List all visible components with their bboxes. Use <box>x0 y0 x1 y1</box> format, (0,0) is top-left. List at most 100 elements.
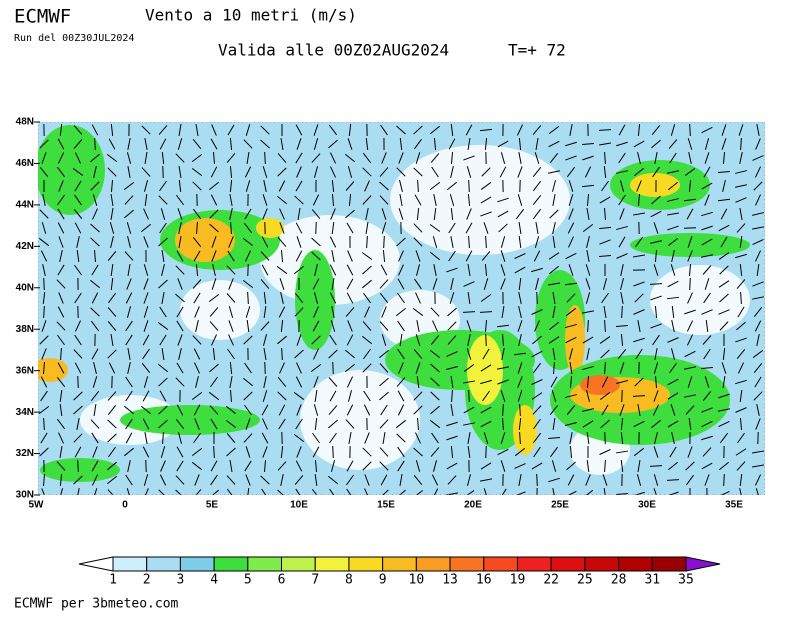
wind-barb <box>57 166 65 178</box>
wind-barb <box>568 180 574 192</box>
wind-barb <box>462 311 476 313</box>
wind-barb <box>192 236 202 248</box>
wind-barb <box>565 394 577 398</box>
wind-barb <box>91 432 99 444</box>
wind-barb <box>261 236 269 248</box>
model-name: ECMWF <box>14 6 71 28</box>
wind-barb <box>414 194 422 206</box>
wind-barb <box>311 251 321 261</box>
wind-barb <box>430 405 440 415</box>
wind-barb <box>599 196 611 204</box>
wind-barb <box>467 193 471 207</box>
lon-label: 20E <box>464 500 482 511</box>
wind-barb <box>329 236 337 248</box>
wind-barb <box>142 390 150 402</box>
wind-barb <box>381 208 387 220</box>
wind-barb <box>381 334 387 346</box>
wind-barb <box>107 433 117 443</box>
wind-barb <box>278 180 286 192</box>
wind-barb <box>720 490 730 495</box>
wind-barb <box>247 291 249 305</box>
wind-barb <box>39 447 49 457</box>
wind-barb <box>687 250 693 262</box>
wind-barb <box>417 179 419 193</box>
wind-barb <box>565 336 577 344</box>
wind-barb <box>296 236 302 248</box>
wind-barb <box>566 405 576 415</box>
wind-barb <box>244 208 252 220</box>
wind-barb <box>484 319 488 333</box>
wind-barb <box>331 250 335 262</box>
wind-barb <box>277 461 287 471</box>
wind-barb <box>313 376 319 388</box>
wind-barb <box>263 291 267 305</box>
wind-barb <box>655 375 657 389</box>
wind-barb <box>74 152 82 164</box>
wind-barb <box>446 181 458 191</box>
wind-barb <box>582 336 594 344</box>
wind-barb <box>481 251 491 261</box>
wind-barb <box>344 363 356 373</box>
wind-barb <box>397 460 405 472</box>
wind-barb <box>397 292 405 304</box>
wind-barb <box>123 181 135 191</box>
wind-barb <box>212 347 216 361</box>
lat-label: 46N <box>16 158 34 169</box>
wind-barb <box>654 152 658 164</box>
wind-barb <box>39 335 49 345</box>
wind-barb <box>225 420 237 428</box>
wind-barb <box>108 138 116 150</box>
wind-barb <box>140 223 152 233</box>
wind-barb <box>620 264 624 276</box>
wind-barb <box>261 264 269 276</box>
wind-barb <box>347 320 353 332</box>
wind-barb <box>77 459 79 473</box>
wind-barb <box>90 279 100 289</box>
wind-barb <box>499 166 507 178</box>
wind-barb <box>278 404 286 416</box>
wind-barb <box>73 433 83 443</box>
wind-barb <box>617 349 627 359</box>
colorbar-label: 7 <box>311 573 319 588</box>
wind-barb <box>41 348 47 360</box>
wind-barb <box>296 404 302 416</box>
wind-barb <box>586 193 590 207</box>
wind-barb <box>263 459 267 473</box>
wind-barb <box>144 193 148 207</box>
wind-barb <box>604 319 606 333</box>
wind-barb <box>653 362 659 374</box>
wind-barb <box>56 376 66 388</box>
wind-barb <box>178 432 182 444</box>
wind-barb <box>585 278 591 290</box>
wind-barb <box>43 417 45 431</box>
wind-barb <box>260 321 270 331</box>
wind-barb <box>701 225 713 231</box>
wind-barb <box>739 263 743 277</box>
wind-barb <box>127 166 131 178</box>
wind-barb <box>159 306 167 318</box>
wind-barb <box>379 181 389 191</box>
wind-barb <box>519 403 521 417</box>
wind-barb <box>57 306 65 318</box>
wind-barb <box>39 139 49 149</box>
wind-barb <box>379 461 389 471</box>
wind-barb <box>194 306 200 318</box>
wind-barb <box>431 166 439 178</box>
wind-barb <box>450 445 454 459</box>
wind-barb <box>485 235 487 249</box>
wind-barb <box>447 335 457 345</box>
colorbar-under <box>78 556 114 572</box>
wind-barb <box>671 348 675 360</box>
wind-barb <box>210 474 218 486</box>
colorbar-swatch <box>179 556 215 572</box>
wind-barb <box>429 419 441 429</box>
wind-barb <box>430 251 440 261</box>
wind-barb <box>178 124 182 136</box>
wind-barb <box>294 475 304 485</box>
wind-barb <box>717 170 731 174</box>
wind-barb <box>615 325 629 327</box>
wind-barb <box>416 264 420 276</box>
wind-barb <box>739 235 743 249</box>
wind-barb <box>59 389 63 403</box>
wind-barb <box>328 124 338 136</box>
